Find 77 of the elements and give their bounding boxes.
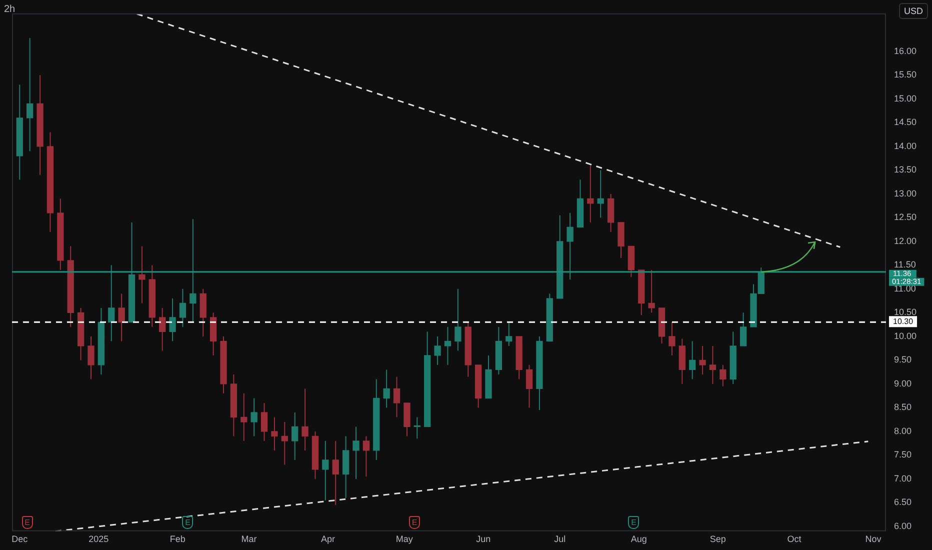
candlestick — [526, 364, 533, 408]
candlestick — [292, 412, 298, 460]
y-tick-label: 7.00 — [894, 473, 912, 484]
y-tick-label: 16.00 — [894, 46, 917, 56]
ref-line-label: 10.30 — [893, 316, 914, 326]
candlestick — [260, 402, 268, 442]
candlestick — [699, 345, 706, 375]
candlestick — [88, 336, 94, 380]
shield-icon: E — [409, 516, 420, 530]
y-tick-label: 14.50 — [894, 117, 917, 128]
candlestick — [322, 440, 329, 501]
candlestick — [240, 392, 248, 442]
x-tick-label: Feb — [170, 534, 186, 544]
candlestick — [434, 336, 441, 366]
candlestick — [26, 38, 34, 152]
y-axis-title: USD — [898, 3, 928, 19]
y-tick-label: 15.50 — [894, 70, 917, 80]
y-tick-label: 12.00 — [894, 236, 917, 246]
y-tick-label: 15.00 — [894, 93, 917, 104]
y-tick-label: 10.50 — [894, 307, 917, 318]
candlestick — [169, 298, 176, 342]
shield-icon: E — [628, 516, 640, 530]
candlestick — [393, 376, 400, 418]
y-tick-label: 12.50 — [894, 212, 917, 222]
candlestick — [454, 288, 462, 352]
candlestick — [648, 269, 655, 314]
candlestick — [566, 212, 574, 280]
candlestick — [689, 340, 696, 380]
y-tick-label: 6.00 — [894, 520, 912, 531]
x-tick-label: Dec — [12, 534, 28, 544]
candlestick — [362, 436, 370, 478]
x-tick-label: Aug — [630, 534, 647, 544]
x-tick-label: 2025 — [88, 534, 109, 544]
candlestick — [281, 421, 288, 466]
x-tick-label: Mar — [241, 534, 257, 544]
candlestick — [352, 426, 360, 480]
x-tick-label: Sep — [710, 534, 726, 544]
x-tick-label: Jun — [476, 534, 491, 544]
candlestick — [444, 326, 452, 366]
candlestick — [271, 416, 278, 451]
candlestick — [597, 170, 604, 218]
candlestick — [159, 307, 166, 352]
candlestick — [179, 288, 186, 328]
candlestick — [587, 164, 594, 223]
candlestick — [108, 264, 115, 342]
shield-icon: E — [182, 516, 194, 530]
y-tick-label: 9.00 — [894, 378, 912, 388]
y-tick-label: 7.50 — [894, 450, 912, 460]
x-tick-label: Nov — [865, 534, 882, 544]
y-tick-label: 14.00 — [894, 140, 917, 151]
x-tick-label: Jul — [554, 534, 566, 544]
candlestick — [118, 293, 125, 342]
y-tick-label: 9.50 — [894, 354, 912, 365]
x-tick-label: Oct — [787, 534, 802, 544]
y-tick-label: 13.00 — [894, 188, 917, 198]
candlestick — [302, 388, 308, 451]
y-tick-label: 6.50 — [894, 497, 912, 508]
candlestick — [668, 322, 676, 356]
y-tick-label: 8.50 — [894, 402, 912, 412]
chart-title: 2h — [4, 4, 16, 15]
candlestick — [190, 218, 196, 323]
candlestick — [250, 398, 258, 437]
candlestick — [720, 364, 726, 387]
y-tick-label: 11.50 — [894, 260, 916, 270]
shield-icon: E — [22, 516, 33, 530]
y-tick-label: 10.00 — [894, 330, 917, 341]
candlestick — [383, 369, 390, 408]
candlestick — [709, 345, 716, 384]
y-tick-label: 8.00 — [894, 426, 912, 436]
candlestick — [332, 440, 339, 506]
candlestick — [138, 246, 146, 304]
x-tick-label: Apr — [320, 534, 335, 544]
candlestick — [506, 322, 512, 346]
y-tick-label: 11.00 — [894, 283, 916, 294]
y-tick-label: 13.50 — [894, 164, 917, 175]
candlestick — [740, 312, 747, 346]
x-tick-label: May — [396, 534, 414, 544]
